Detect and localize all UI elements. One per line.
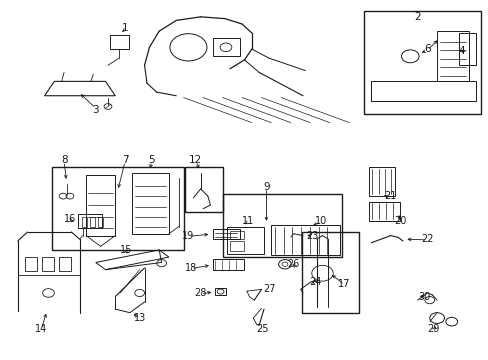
Text: 3: 3 xyxy=(92,105,99,115)
Text: 24: 24 xyxy=(308,277,321,287)
Text: 8: 8 xyxy=(61,155,67,165)
Bar xyxy=(212,229,239,239)
Text: 10: 10 xyxy=(315,216,327,226)
Text: 18: 18 xyxy=(184,263,197,273)
Bar xyxy=(59,257,71,271)
Bar xyxy=(212,39,239,56)
Text: 15: 15 xyxy=(120,245,132,255)
Text: 6: 6 xyxy=(423,44,430,54)
Text: 12: 12 xyxy=(189,155,202,165)
Bar xyxy=(25,257,37,271)
Bar xyxy=(110,35,129,49)
Bar xyxy=(82,217,87,226)
Text: 2: 2 xyxy=(413,12,420,22)
Text: 27: 27 xyxy=(263,284,276,294)
Bar xyxy=(98,217,102,226)
Text: 5: 5 xyxy=(148,155,155,165)
Bar xyxy=(229,240,243,251)
Bar xyxy=(52,167,183,250)
Bar xyxy=(212,259,244,270)
Bar xyxy=(363,12,480,114)
Text: 4: 4 xyxy=(457,46,464,56)
Text: 13: 13 xyxy=(133,313,145,323)
Text: 14: 14 xyxy=(35,324,47,334)
Text: 1: 1 xyxy=(122,23,128,33)
Bar xyxy=(302,232,358,313)
Text: 23: 23 xyxy=(306,231,318,240)
Bar xyxy=(90,217,95,226)
Bar xyxy=(215,288,225,296)
Text: 17: 17 xyxy=(338,279,350,289)
Text: 16: 16 xyxy=(63,215,76,224)
Text: 26: 26 xyxy=(286,259,299,269)
Text: 25: 25 xyxy=(256,324,268,334)
Text: 28: 28 xyxy=(194,288,206,298)
Text: 7: 7 xyxy=(122,155,128,165)
Text: 22: 22 xyxy=(420,234,433,244)
Text: 9: 9 xyxy=(263,182,269,192)
Bar xyxy=(227,226,264,253)
Text: 29: 29 xyxy=(427,324,439,334)
Bar xyxy=(42,257,54,271)
Text: 11: 11 xyxy=(242,216,254,226)
Bar xyxy=(184,167,222,212)
Bar xyxy=(222,194,341,257)
Text: 21: 21 xyxy=(384,191,396,201)
Text: 30: 30 xyxy=(417,292,429,302)
Text: 20: 20 xyxy=(393,216,406,226)
Bar xyxy=(229,231,243,239)
Text: 19: 19 xyxy=(182,231,194,240)
